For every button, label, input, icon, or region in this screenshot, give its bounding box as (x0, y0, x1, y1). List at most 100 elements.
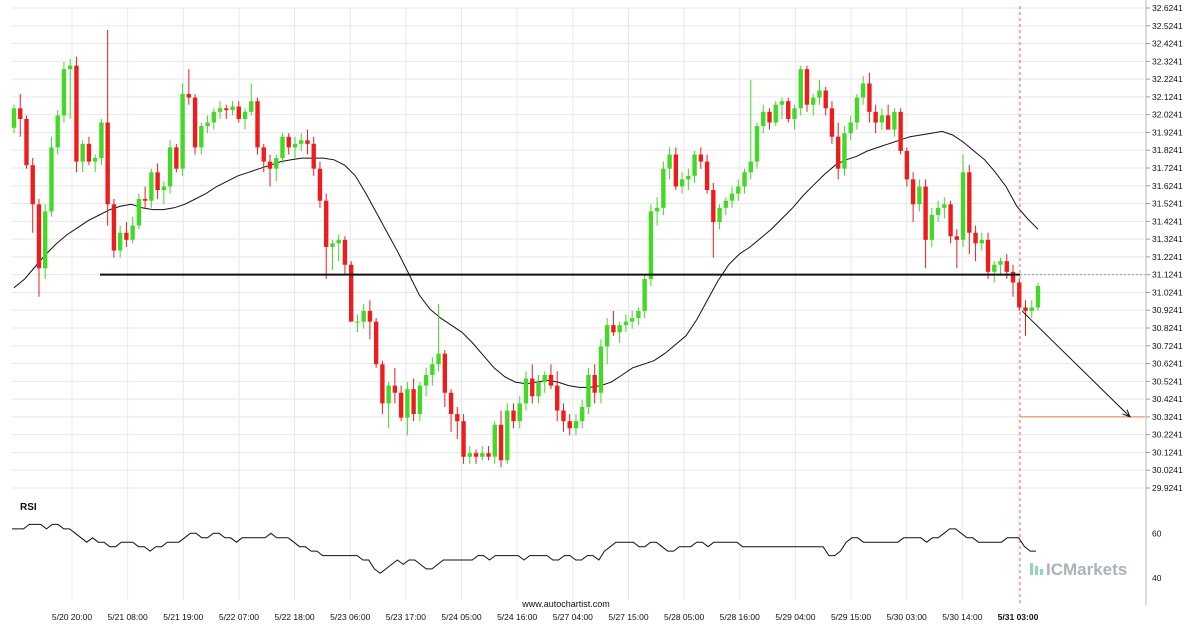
candle (773, 101, 778, 127)
candle (61, 62, 67, 123)
candle (985, 232, 991, 279)
candle (686, 168, 691, 191)
candle-body (729, 193, 735, 201)
candle (854, 94, 860, 130)
candle (561, 403, 566, 432)
candle-body (311, 143, 316, 169)
candle-body (430, 364, 435, 375)
price-tick-label: 32.3241 (1152, 56, 1183, 66)
candle-body (180, 94, 185, 169)
candle-body (536, 382, 541, 397)
time-tick-label: 5/24 05:00 (441, 612, 481, 622)
candle-body (236, 106, 241, 119)
candle-body (573, 421, 579, 429)
candle (498, 410, 504, 468)
brand-logo-bar (1035, 566, 1038, 575)
price-tick-label: 32.4241 (1152, 39, 1183, 49)
price-tick-label: 31.5241 (1152, 199, 1183, 209)
candle-body (580, 406, 585, 422)
candle (192, 94, 198, 155)
candle-body (455, 414, 460, 422)
candle (336, 234, 341, 262)
candle-body (317, 168, 323, 201)
forecast-arrow-line (1021, 310, 1131, 418)
candle-body (860, 83, 866, 98)
candle-body (929, 214, 935, 240)
time-tick-label: 5/28 16:00 (720, 612, 760, 622)
price-axis: 32.6241 32.5241 32.4241 32.3241 32.2241 32.12… (1145, 0, 1183, 605)
candle-body (586, 374, 591, 407)
candle (817, 79, 822, 105)
candle (711, 182, 716, 258)
candle (798, 65, 803, 116)
price-tick-label: 32.2241 (1152, 74, 1183, 84)
candle-body (286, 136, 291, 148)
candle (942, 197, 947, 219)
candle-body (611, 325, 616, 333)
candle-body (249, 101, 254, 112)
candle-body (292, 143, 298, 148)
candle-body (1017, 282, 1022, 308)
candle-body (117, 232, 123, 251)
price-tick-label: 30.3241 (1152, 412, 1183, 422)
candle-body (854, 97, 860, 123)
time-axis: 5/20 20:00 5/21 08:00 5/21 19:00 5/22 07:00… (52, 612, 1039, 622)
candle-body (761, 111, 766, 127)
candle (923, 179, 928, 269)
candle (448, 389, 454, 432)
time-tick-label: 5/20 20:00 (52, 612, 92, 622)
candle (823, 86, 828, 116)
candle (573, 414, 579, 436)
candle (80, 140, 85, 173)
candle-body (917, 186, 922, 205)
time-tick-label: 5/28 05:00 (664, 612, 704, 622)
candle-body (467, 453, 472, 457)
candle (673, 147, 679, 191)
watermark-text: www.autochartist.com (521, 599, 610, 609)
candle (654, 197, 660, 226)
candle (461, 414, 466, 464)
time-tick-label: 5/30 03:00 (887, 612, 927, 622)
candle-body (299, 140, 304, 144)
rsi-tick-label: 60 (1152, 528, 1162, 538)
candle-body (167, 147, 173, 187)
candle (49, 136, 54, 217)
candle (267, 154, 273, 187)
candle-body (661, 168, 666, 208)
candle-body (392, 385, 398, 393)
candle (355, 314, 360, 333)
price-tick-label: 30.2241 (1152, 430, 1183, 440)
candle-body (11, 108, 17, 128)
candle-body (717, 207, 722, 223)
price-tick-label: 32.1241 (1152, 92, 1183, 102)
candle (30, 158, 35, 233)
candle-body (136, 198, 142, 226)
candle-body (954, 236, 960, 240)
candle-body (829, 108, 835, 137)
candle-body (224, 108, 229, 111)
candle (767, 108, 772, 130)
candle-body (567, 421, 572, 429)
candle (330, 239, 335, 271)
candle-body (1029, 307, 1034, 311)
candle-body (767, 111, 772, 123)
price-tick-label: 30.8241 (1152, 323, 1183, 333)
candle-body (361, 310, 366, 322)
candle-body (542, 374, 547, 383)
candle (167, 140, 173, 194)
candle (729, 186, 735, 208)
candle (324, 193, 329, 279)
candle-body (417, 385, 423, 415)
candle (417, 382, 423, 422)
candle-body (723, 200, 728, 208)
candle-body (948, 204, 953, 237)
candle-body (873, 111, 878, 123)
candle (348, 261, 354, 322)
candle-body (305, 140, 310, 144)
price-tick-label: 31.9241 (1152, 127, 1183, 137)
time-tick-label: 5/24 16:00 (497, 612, 537, 622)
candle (99, 118, 104, 166)
candle-body (74, 65, 79, 162)
